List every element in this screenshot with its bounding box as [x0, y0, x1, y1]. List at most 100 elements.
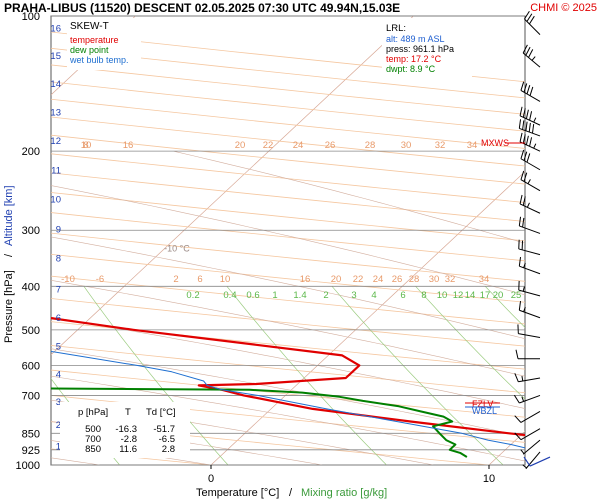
series-line-temperature — [51, 317, 525, 437]
wind-barb-feather — [528, 122, 531, 133]
wind-barb-staff — [519, 265, 541, 275]
pressure-tick-label: 1000 — [16, 460, 40, 472]
dry-adiabat-label: 20 — [331, 274, 342, 285]
series-line-dewpoint — [51, 387, 468, 458]
wind-barb-staff — [522, 439, 541, 455]
mixing-ratio-label: 12 — [453, 290, 464, 301]
wind-barb-feather — [525, 135, 529, 145]
altitude-tick-label: 2 — [56, 420, 61, 431]
moist-adiabat-line — [51, 375, 525, 462]
lrl-dewpoint: dwpt: 8.9 °C — [386, 64, 436, 74]
table-cell: 700 — [85, 434, 101, 445]
dry-adiabat-line — [51, 172, 525, 222]
wind-barb — [519, 194, 541, 214]
x-axis-label-separator: / — [289, 487, 293, 499]
dry-adiabat-label: 34 — [467, 140, 478, 151]
wind-barb-staff — [519, 127, 541, 137]
wind-barb-feather — [520, 81, 525, 91]
wind-barb-staff — [519, 225, 541, 234]
wind-barbs — [513, 10, 551, 470]
wind-barb — [518, 216, 541, 234]
wind-barb-feather — [515, 349, 519, 359]
temperature-tick-label: 10 — [483, 473, 495, 485]
wind-barb — [518, 239, 541, 256]
annotations: MXWS FZLV WBZL — [465, 138, 525, 416]
wind-barb-half-feather — [523, 306, 526, 312]
dry-adiabat-label: 10 — [220, 274, 231, 285]
wind-barb-feather — [518, 257, 522, 267]
wind-barb — [514, 373, 541, 383]
wind-barb-feather — [525, 46, 531, 56]
wind-barb-half-feather — [522, 286, 525, 292]
wind-barb-staff — [524, 18, 541, 35]
isotherm-label: -10 °C — [164, 244, 190, 254]
wind-barb-half-feather — [526, 202, 530, 208]
wind-barb-half-feather — [527, 179, 531, 185]
wind-barb — [520, 81, 541, 102]
dry-adiabat-label: 26 — [392, 274, 403, 285]
wind-barb — [524, 10, 541, 35]
mixing-ratio-label: 0.4 — [223, 290, 236, 301]
mixing-ratio-label: 20 — [493, 290, 504, 301]
wind-barb — [520, 439, 541, 455]
wind-barb-half-feather — [533, 117, 537, 123]
wind-barb — [519, 106, 541, 126]
dry-adiabat-label: -6 — [96, 274, 104, 285]
wind-barb-feather — [519, 194, 523, 205]
legend-background — [67, 18, 141, 70]
wind-barb-feather — [523, 151, 528, 161]
wind-barb-feather — [523, 172, 528, 182]
dry-adiabat-label: 30 — [401, 140, 412, 151]
legend-item-wetbulb: wet bulb temp. — [69, 55, 129, 65]
wind-barb-feather — [522, 44, 528, 54]
wind-barb-feather — [526, 13, 533, 22]
moist-adiabat-line — [51, 236, 525, 340]
wind-barb-staff — [520, 158, 541, 171]
lrl-box-background — [382, 18, 472, 78]
altitude-tick-label: 9 — [56, 224, 61, 235]
altitude-tick-label: 13 — [50, 107, 61, 118]
wind-barb — [522, 451, 541, 470]
mixing-ratio-label: 25 — [511, 290, 522, 301]
mixing-ratio-label: 0.6 — [246, 290, 259, 301]
pressure-tick-label: 850 — [22, 428, 40, 440]
wind-barb-feather — [522, 217, 525, 228]
wind-barb-feather — [524, 10, 530, 20]
wind-barb — [518, 301, 541, 319]
wind-barb-feather — [514, 415, 522, 423]
dry-adiabat-line — [51, 153, 525, 203]
wind-barb — [522, 44, 541, 68]
surface-wind-barb — [529, 456, 551, 467]
wind-barb-feather — [526, 85, 531, 95]
wind-barb-feather — [522, 108, 526, 118]
lrl-title: LRL: — [386, 23, 406, 34]
dry-adiabat-label: 28 — [365, 140, 376, 151]
wind-barb-half-feather — [521, 396, 525, 402]
x-axis-label: Temperature [°C] — [196, 487, 279, 499]
dry-adiabat-label: 24 — [293, 140, 304, 151]
mixing-ratio-label: 2 — [323, 290, 328, 301]
mixing-ratio-label: 8 — [421, 290, 426, 301]
wind-barb-half-feather — [522, 464, 527, 469]
altitude-tick-label: 15 — [50, 51, 61, 62]
table-header-t: T — [125, 407, 131, 418]
wind-barb-feather — [519, 106, 523, 116]
dry-adiabat-label: 16 — [123, 140, 134, 151]
dry-adiabat-label: 26 — [325, 140, 336, 151]
wind-barb-feather — [531, 124, 535, 134]
wind-barb-feather — [518, 119, 522, 129]
wind-barb-staff — [518, 333, 541, 338]
altitude-tick-label: 8 — [56, 253, 61, 264]
wind-barb — [517, 324, 541, 338]
wind-barb-staff — [520, 428, 541, 441]
altitude-tick-label: 5 — [56, 342, 61, 353]
moist-adiabat-line — [51, 399, 434, 465]
pressure-tick-label: 500 — [22, 325, 40, 337]
temperature-tick-label: 0 — [208, 473, 214, 485]
wind-barb-feather — [514, 432, 522, 441]
table-cell: -2.8 — [121, 434, 137, 445]
legend-item-temperature: temperature — [70, 35, 119, 45]
wind-barb-staff — [520, 411, 541, 423]
wind-barb-feather — [528, 49, 534, 58]
